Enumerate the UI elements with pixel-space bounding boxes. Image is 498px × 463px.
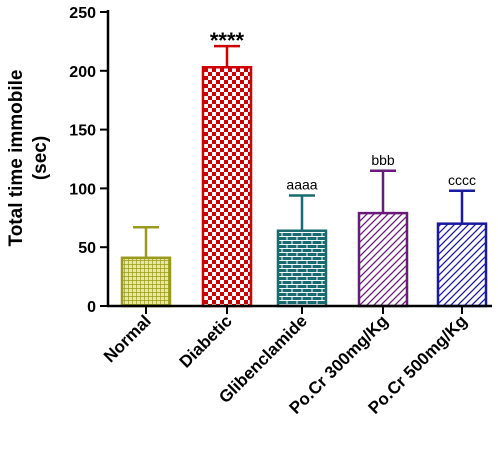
y-tick-label-0: 0 bbox=[87, 299, 96, 316]
y-tick-label-200: 200 bbox=[69, 64, 96, 81]
bar-2 bbox=[201, 66, 253, 308]
category-label-2: Diabetic bbox=[176, 311, 236, 371]
bar-3 bbox=[276, 229, 328, 308]
annotation-2: **** bbox=[210, 28, 245, 53]
bar-5 bbox=[436, 222, 488, 308]
bar-4 bbox=[357, 211, 409, 308]
plot-area: Normal****DiabeticaaaaGlibenclamidebbbPo… bbox=[6, 5, 492, 418]
y-tick-label-250: 250 bbox=[69, 5, 96, 22]
annotation-3: aaaa bbox=[286, 176, 317, 192]
y-tick-label-150: 150 bbox=[69, 123, 96, 140]
category-label-1: Normal bbox=[100, 311, 155, 366]
y-tick-label-100: 100 bbox=[69, 181, 96, 198]
y-tick-label-50: 50 bbox=[78, 240, 96, 257]
y-axis-title-line1: Total time immobile bbox=[6, 69, 27, 246]
annotation-4: bbb bbox=[371, 152, 395, 168]
y-axis-title-line2: (sec) bbox=[30, 136, 51, 180]
bar-1 bbox=[120, 256, 172, 308]
annotation-5: cccc bbox=[448, 172, 476, 188]
